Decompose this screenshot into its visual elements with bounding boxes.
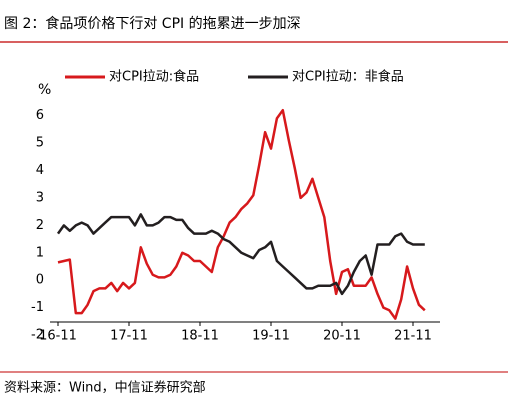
legend-label: 对CPI拉动:食品 (109, 69, 199, 85)
x-tick-label: 17-11 (110, 329, 148, 344)
x-tick-label: 20-11 (323, 329, 361, 344)
source: 资料来源：Wind，中信证券研究部 (4, 380, 206, 396)
chart-title: 图 2：食品项价格下行对 CPI 的拖累进一步加深 (4, 15, 301, 32)
x-tick-label: 19-11 (252, 329, 290, 344)
y-tick-label: 2 (36, 218, 44, 233)
y-tick-label: -1 (31, 300, 44, 315)
y-tick-label: 4 (36, 163, 44, 178)
x-tick-label: 16-11 (39, 329, 77, 344)
series-line (56, 213, 425, 296)
legend-label: 对CPI拉动：非食品 (292, 69, 404, 85)
y-tick-label: 0 (36, 273, 44, 288)
y-tick-label: 5 (36, 136, 44, 151)
y-tick-label: -2 (31, 328, 44, 343)
y-tick-label: 1 (36, 245, 44, 260)
y-tick-label: 6 (36, 108, 44, 123)
x-tick-label: 18-11 (181, 329, 219, 344)
y-axis-label: % (38, 82, 51, 98)
series-line (57, 108, 426, 320)
x-tick-label: 21-11 (394, 329, 432, 344)
y-tick-label: 3 (36, 190, 44, 205)
